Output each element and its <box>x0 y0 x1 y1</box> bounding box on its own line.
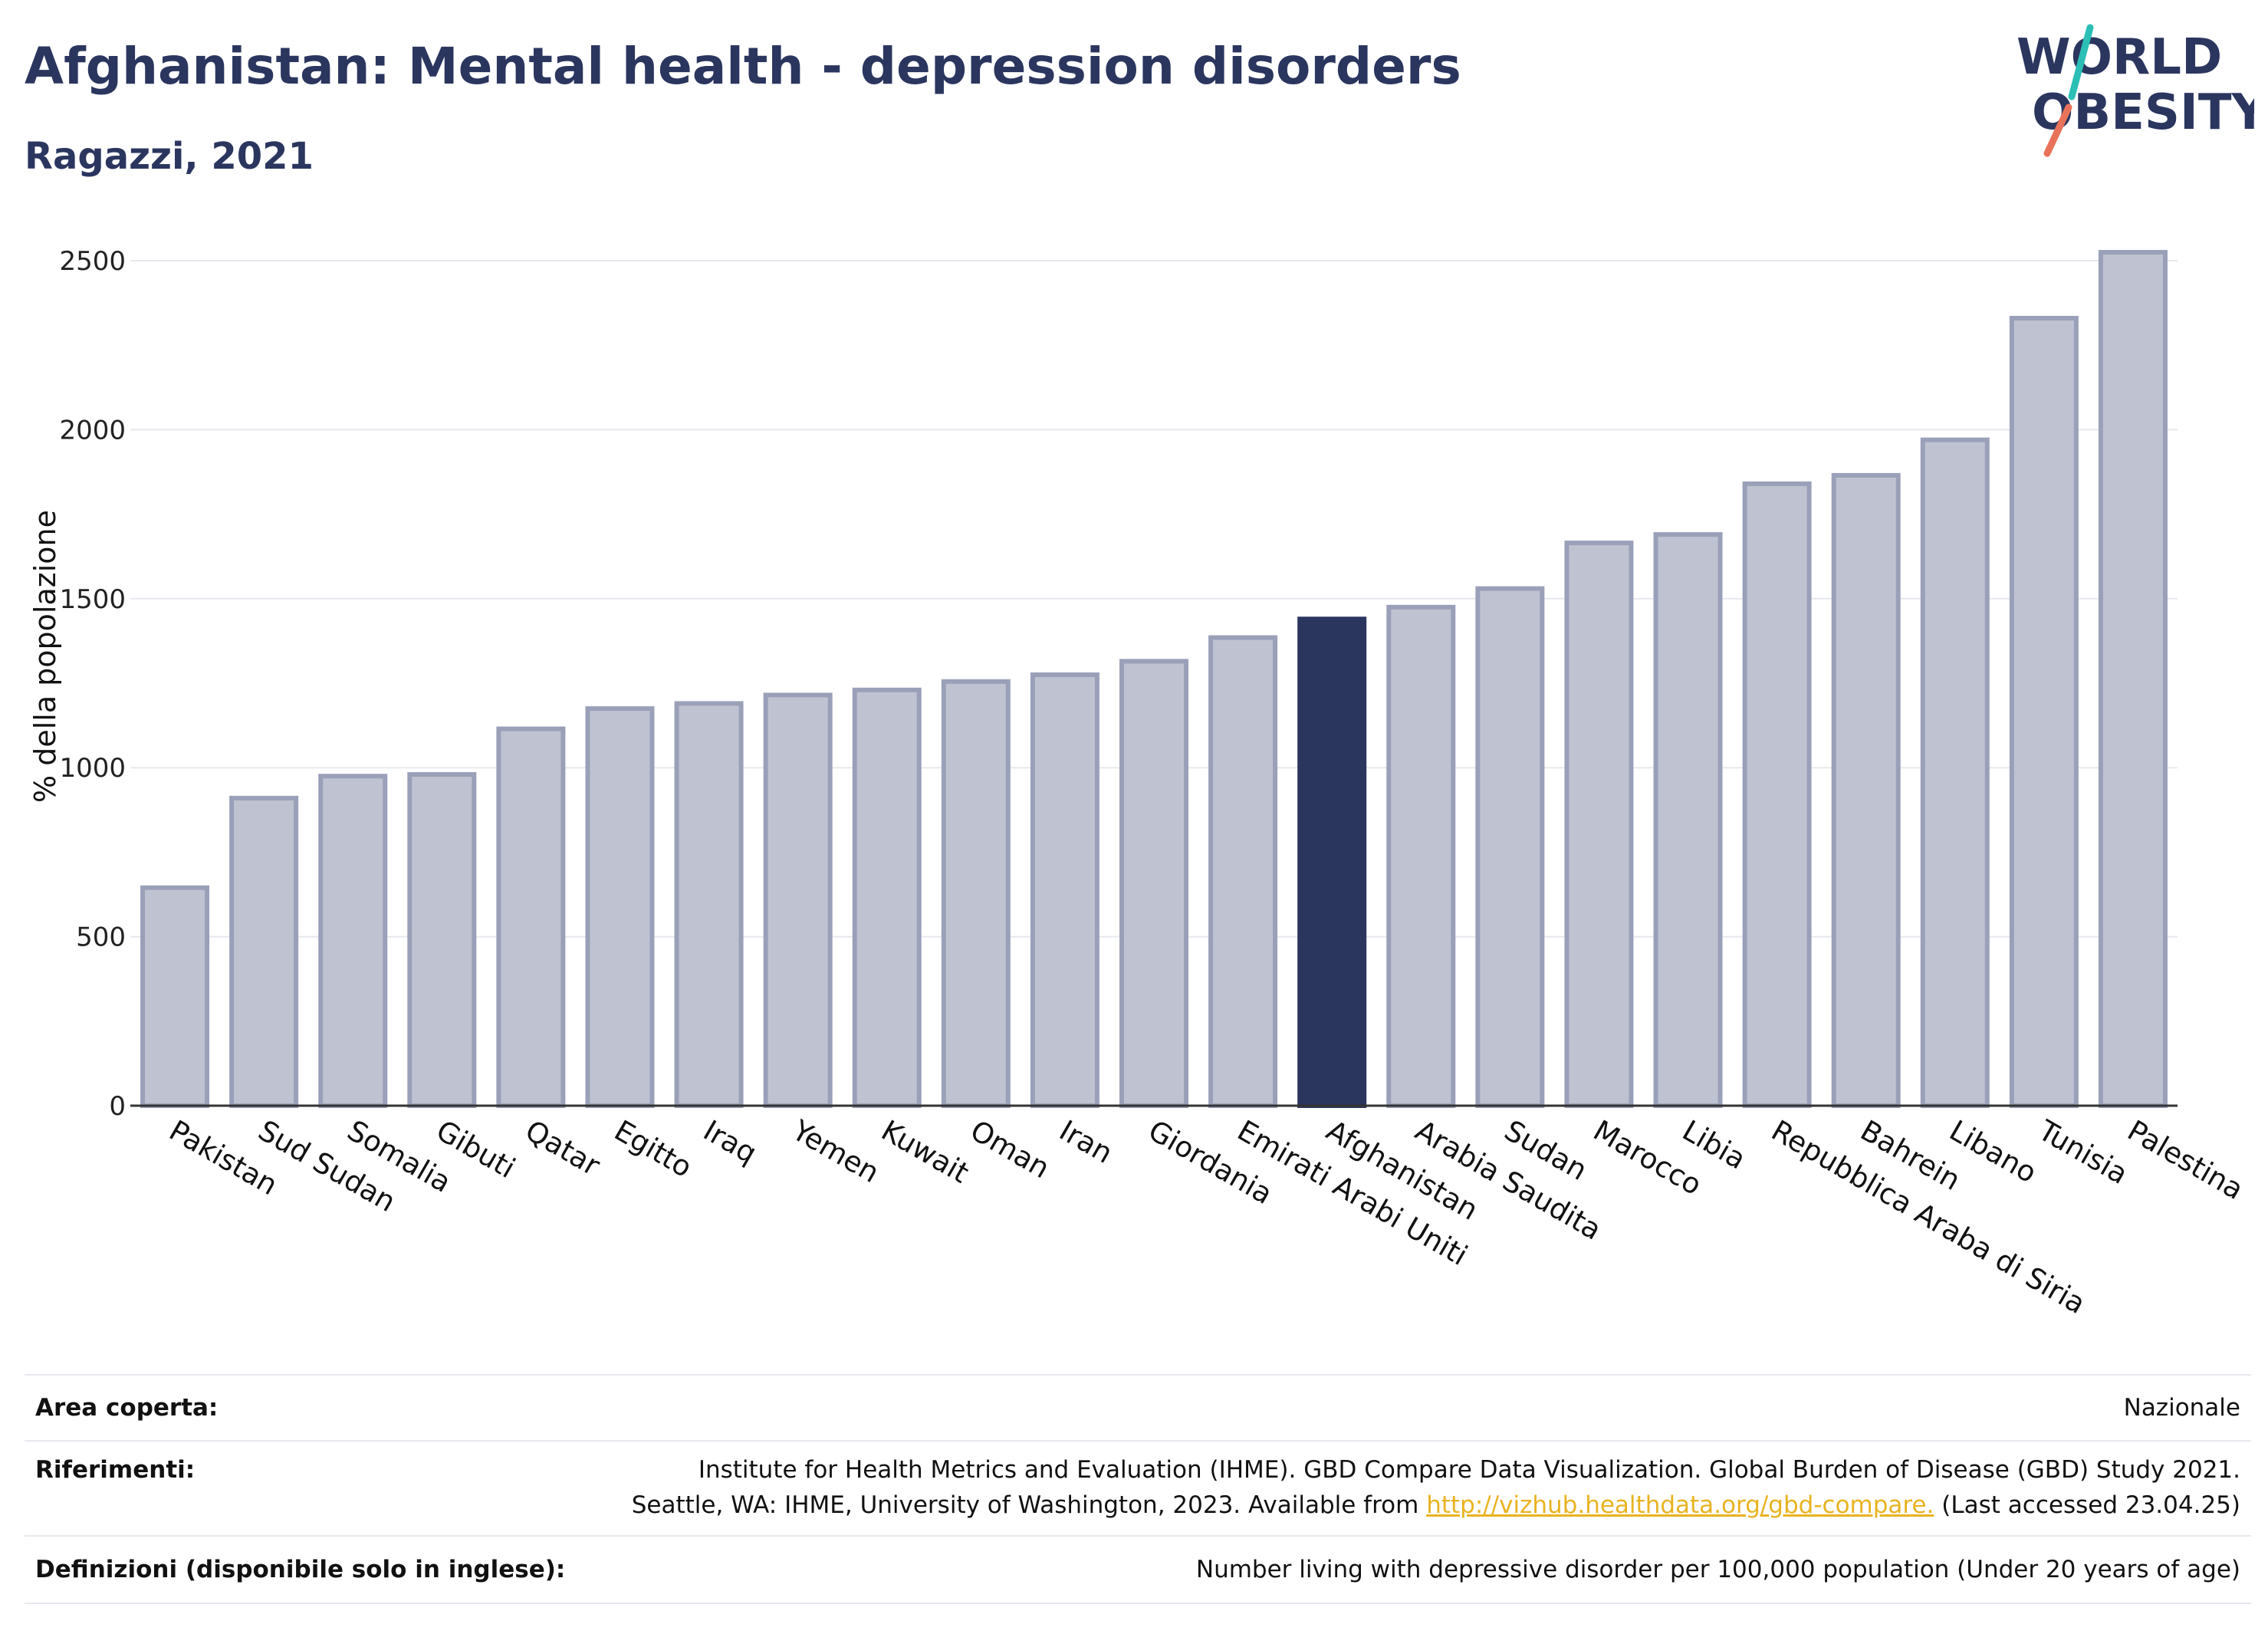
bar <box>229 795 299 1108</box>
bar-chart: 0 500 1000 1500 2000 2500 % della popolazione P… <box>28 246 2249 1320</box>
x-tick-label: Palestina <box>2122 1114 2249 1207</box>
bar <box>1119 659 1188 1108</box>
bar <box>585 706 655 1108</box>
references-label: Riferimenti: <box>35 1456 196 1484</box>
bar <box>1920 437 1990 1108</box>
bar <box>852 687 922 1108</box>
bar <box>1831 472 1901 1108</box>
bar <box>496 726 566 1108</box>
y-tick-label: 2000 <box>59 415 126 445</box>
references-link[interactable]: http://vizhub.healthdata.org/gbd-compare… <box>1426 1491 1934 1519</box>
footer-table: Area coperta: Nazionale Riferimenti: Ins… <box>25 1374 2251 1604</box>
references-line-2-post: (Last accessed 23.04.25) <box>1934 1491 2240 1519</box>
references-line-1: Institute for Health Metrics and Evaluat… <box>698 1456 2240 1484</box>
bar <box>2098 249 2168 1109</box>
bar <box>941 679 1011 1108</box>
y-tick-label: 500 <box>76 922 126 953</box>
y-tick-label: 0 <box>109 1091 126 1122</box>
y-tick-label: 2500 <box>59 246 126 277</box>
x-tick-label: Yemen <box>786 1113 885 1189</box>
definitions-label: Definizioni (disponibile solo in inglese… <box>35 1556 566 1583</box>
x-tick-label: Iran <box>1053 1114 1118 1170</box>
bar <box>318 774 388 1108</box>
x-tick-label: Egitto <box>609 1114 698 1185</box>
bar <box>1386 604 1456 1108</box>
definitions-value: Number living with depressive disorder p… <box>1195 1556 2240 1583</box>
bar <box>407 772 477 1108</box>
bar <box>2009 315 2079 1108</box>
x-tick-label: Kuwait <box>876 1114 975 1190</box>
area-value: Nazionale <box>2123 1394 2240 1422</box>
bar <box>1564 541 1634 1108</box>
bar <box>1742 481 1812 1108</box>
y-tick-label: 1500 <box>59 584 126 615</box>
world-obesity-logo: WORLD OBESITY <box>2017 24 2254 157</box>
references-line-2-pre: Seattle, WA: IHME, University of Washing… <box>631 1491 1427 1519</box>
page-title: Afghanistan: Mental health - depression … <box>25 37 1461 96</box>
bar-highlight <box>1297 616 1367 1108</box>
bar <box>1653 532 1723 1108</box>
references-value: Institute for Health Metrics and Evaluat… <box>632 1452 2251 1523</box>
x-tick-label: Qatar <box>520 1114 606 1183</box>
bar <box>1208 635 1278 1108</box>
y-tick-label: 1000 <box>59 753 126 784</box>
bar <box>763 692 833 1108</box>
y-axis-label: % della popolazione <box>28 510 62 803</box>
footer-row-definitions: Definizioni (disponibile solo in inglese… <box>25 1535 2251 1604</box>
x-tick-label: Tunisia <box>2033 1113 2134 1191</box>
x-tick-label: Oman <box>965 1114 1055 1185</box>
bar <box>1475 586 1545 1108</box>
svg-text:WORLD: WORLD <box>2017 29 2222 86</box>
page-subtitle: Ragazzi, 2021 <box>25 135 314 178</box>
bar <box>674 701 744 1108</box>
bar <box>140 885 210 1108</box>
area-label: Area coperta: <box>35 1394 219 1422</box>
footer-row-references: Riferimenti: Institute for Health Metric… <box>25 1440 2251 1535</box>
bar <box>1030 672 1099 1108</box>
footer-row-area: Area coperta: Nazionale <box>25 1374 2251 1440</box>
x-tick-label: Iraq <box>698 1114 762 1170</box>
